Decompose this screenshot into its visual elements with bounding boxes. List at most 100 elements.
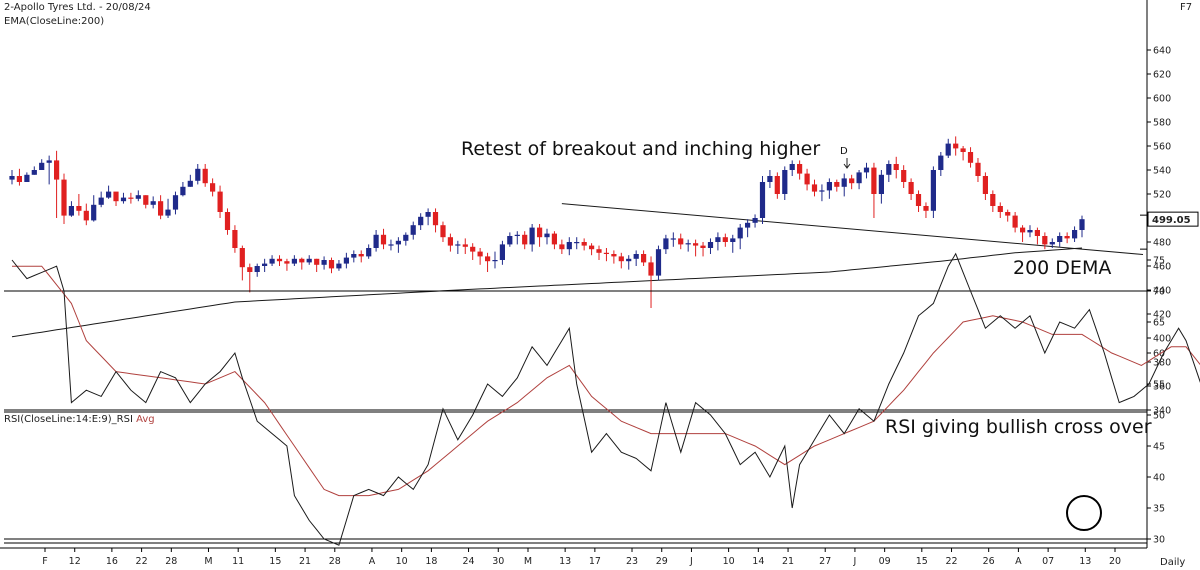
candle-body xyxy=(172,195,179,210)
rsi-tick-label: 40 xyxy=(1153,473,1165,484)
breakout-annotation: Retest of breakout and inching higher xyxy=(461,138,821,160)
x-tick-label: 22 xyxy=(945,556,957,567)
candle-body xyxy=(395,240,401,245)
rsi-tick-label: 30 xyxy=(1153,535,1165,546)
candle-body xyxy=(262,263,268,266)
candle-body xyxy=(975,162,981,176)
rsi-line xyxy=(11,252,1200,546)
candle-body xyxy=(804,173,810,185)
candle-body xyxy=(135,195,141,199)
candle-body xyxy=(210,183,216,192)
candle-body xyxy=(1049,242,1055,245)
candle-body xyxy=(596,249,602,253)
candle-body xyxy=(655,249,662,276)
candle-body xyxy=(217,191,223,212)
candle-body xyxy=(418,216,424,226)
candle-body xyxy=(202,168,208,184)
candle-body xyxy=(678,238,684,245)
x-tick-label: 28 xyxy=(165,556,177,567)
candle-body xyxy=(54,160,60,180)
candle-body xyxy=(967,152,974,163)
candle-body xyxy=(187,180,193,187)
candle-body xyxy=(752,218,758,223)
candle-body xyxy=(1057,236,1063,242)
chart-title: 2-Apollo Tyres Ltd. - 20/08/24 xyxy=(4,2,151,13)
x-tick-label: 15 xyxy=(916,556,928,567)
candle-body xyxy=(648,262,654,276)
x-tick-label: 28 xyxy=(329,556,341,567)
candle-body xyxy=(180,186,186,196)
candle-body xyxy=(158,201,164,216)
price-tick-label: 380 xyxy=(1153,358,1171,369)
price-tick-label: 640 xyxy=(1153,46,1171,57)
candle-body xyxy=(990,194,996,206)
candle-body xyxy=(514,234,520,236)
x-tick-label: 14 xyxy=(752,556,764,567)
candle-body xyxy=(358,254,364,257)
x-tick-label: A xyxy=(1015,556,1022,567)
candle-body xyxy=(730,238,736,242)
x-tick-label: 10 xyxy=(723,556,735,567)
price-tick-label: 400 xyxy=(1153,334,1171,345)
candle-body xyxy=(626,258,632,262)
candle-body xyxy=(878,174,884,194)
candle-body xyxy=(923,206,929,211)
last-price-label: 499.05 xyxy=(1152,215,1191,226)
price-tick-label: 600 xyxy=(1153,94,1171,105)
rsi-avg-label: Avg xyxy=(136,414,155,425)
candle-body xyxy=(343,257,349,264)
candle-body xyxy=(589,245,595,250)
candle-body xyxy=(224,212,231,230)
candle-body xyxy=(915,194,922,206)
candle-body xyxy=(68,206,74,216)
x-tick-label: M xyxy=(524,556,532,567)
candle-body xyxy=(195,168,201,181)
candle-body xyxy=(960,148,966,152)
rsi-tick-label: 35 xyxy=(1153,504,1165,515)
candle-body xyxy=(46,160,52,163)
candle-body xyxy=(410,225,416,235)
candle-body xyxy=(611,254,617,257)
candle-body xyxy=(507,236,513,245)
candle-body xyxy=(849,178,855,184)
x-tick-label: 07 xyxy=(1042,556,1054,567)
rsi-tick-label: 75 xyxy=(1153,256,1165,267)
candle-body xyxy=(581,242,587,246)
x-tick-label: 23 xyxy=(626,556,638,567)
candle-body xyxy=(113,191,119,202)
candle-body xyxy=(143,195,149,205)
candle-body xyxy=(938,155,944,170)
candle-body xyxy=(440,225,446,238)
candle-body xyxy=(39,162,45,170)
x-tick-label: A xyxy=(369,556,376,567)
candle-body xyxy=(247,267,253,272)
candle-body xyxy=(707,242,714,248)
candle-body xyxy=(254,266,260,272)
price-tick-label: 480 xyxy=(1153,238,1171,249)
candle-body xyxy=(574,242,580,244)
candle-body xyxy=(380,234,387,245)
candle-body xyxy=(782,170,788,194)
candle-body xyxy=(641,254,647,263)
candle-body xyxy=(863,167,870,173)
rsi-indicator-label: RSI(CloseLine:14:E:9)_RSI Avg xyxy=(4,414,155,425)
candle-body xyxy=(284,261,290,264)
candle-body xyxy=(83,210,89,221)
candle-body xyxy=(314,258,320,265)
candle-body xyxy=(366,248,372,257)
price-tick-label: 460 xyxy=(1153,262,1171,273)
marker-d-label: D xyxy=(840,146,848,157)
rsi-label: RSI(CloseLine:14:E:9)_RSI xyxy=(4,414,133,425)
x-tick-label: 29 xyxy=(656,556,668,567)
candle-body xyxy=(1042,236,1048,245)
x-tick-label: 18 xyxy=(425,556,437,567)
x-tick-label: F xyxy=(42,556,47,567)
candle-body xyxy=(336,263,342,269)
candle-body xyxy=(269,258,275,264)
candle-body xyxy=(737,227,743,239)
candle-body xyxy=(997,206,1003,212)
candle-body xyxy=(700,245,706,248)
candle-body xyxy=(893,164,899,170)
candle-body xyxy=(492,260,498,262)
candle-body xyxy=(826,182,832,191)
